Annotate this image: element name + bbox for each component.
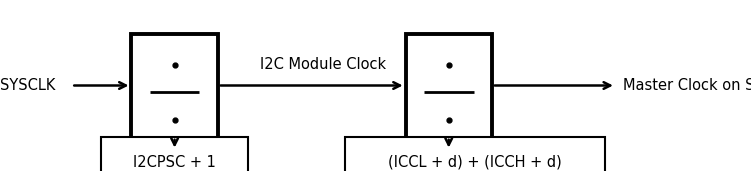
Bar <box>406 34 492 150</box>
Bar <box>131 34 218 150</box>
Text: I2C Module Clock: I2C Module Clock <box>260 57 386 72</box>
Text: I2CPSC + 1: I2CPSC + 1 <box>133 155 216 170</box>
Bar <box>101 137 248 171</box>
Text: (ICCL + d) + (ICCH + d): (ICCL + d) + (ICCH + d) <box>388 155 562 170</box>
Bar <box>345 137 605 171</box>
Text: SYSCLK: SYSCLK <box>0 78 56 93</box>
Text: Master Clock on SCL pin: Master Clock on SCL pin <box>623 78 751 93</box>
